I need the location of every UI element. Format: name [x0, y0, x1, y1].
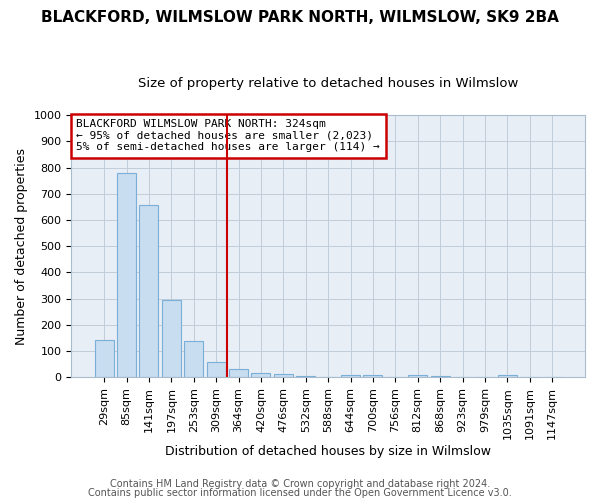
Bar [206, 362, 226, 377]
Bar [498, 375, 517, 377]
Bar [274, 374, 293, 377]
Bar [162, 300, 181, 377]
Text: Contains public sector information licensed under the Open Government Licence v3: Contains public sector information licen… [88, 488, 512, 498]
Bar [364, 375, 382, 377]
Bar [341, 374, 360, 377]
Bar [408, 375, 427, 377]
Bar [184, 342, 203, 377]
X-axis label: Distribution of detached houses by size in Wilmslow: Distribution of detached houses by size … [165, 444, 491, 458]
Bar [251, 372, 271, 377]
Bar [296, 376, 315, 377]
Bar [95, 340, 113, 377]
Text: BLACKFORD WILMSLOW PARK NORTH: 324sqm
← 95% of detached houses are smaller (2,02: BLACKFORD WILMSLOW PARK NORTH: 324sqm ← … [76, 119, 380, 152]
Text: Contains HM Land Registry data © Crown copyright and database right 2024.: Contains HM Land Registry data © Crown c… [110, 479, 490, 489]
Text: BLACKFORD, WILMSLOW PARK NORTH, WILMSLOW, SK9 2BA: BLACKFORD, WILMSLOW PARK NORTH, WILMSLOW… [41, 10, 559, 25]
Title: Size of property relative to detached houses in Wilmslow: Size of property relative to detached ho… [138, 78, 518, 90]
Bar [139, 206, 158, 377]
Bar [431, 376, 449, 377]
Bar [229, 370, 248, 377]
Bar [117, 173, 136, 377]
Y-axis label: Number of detached properties: Number of detached properties [15, 148, 28, 345]
